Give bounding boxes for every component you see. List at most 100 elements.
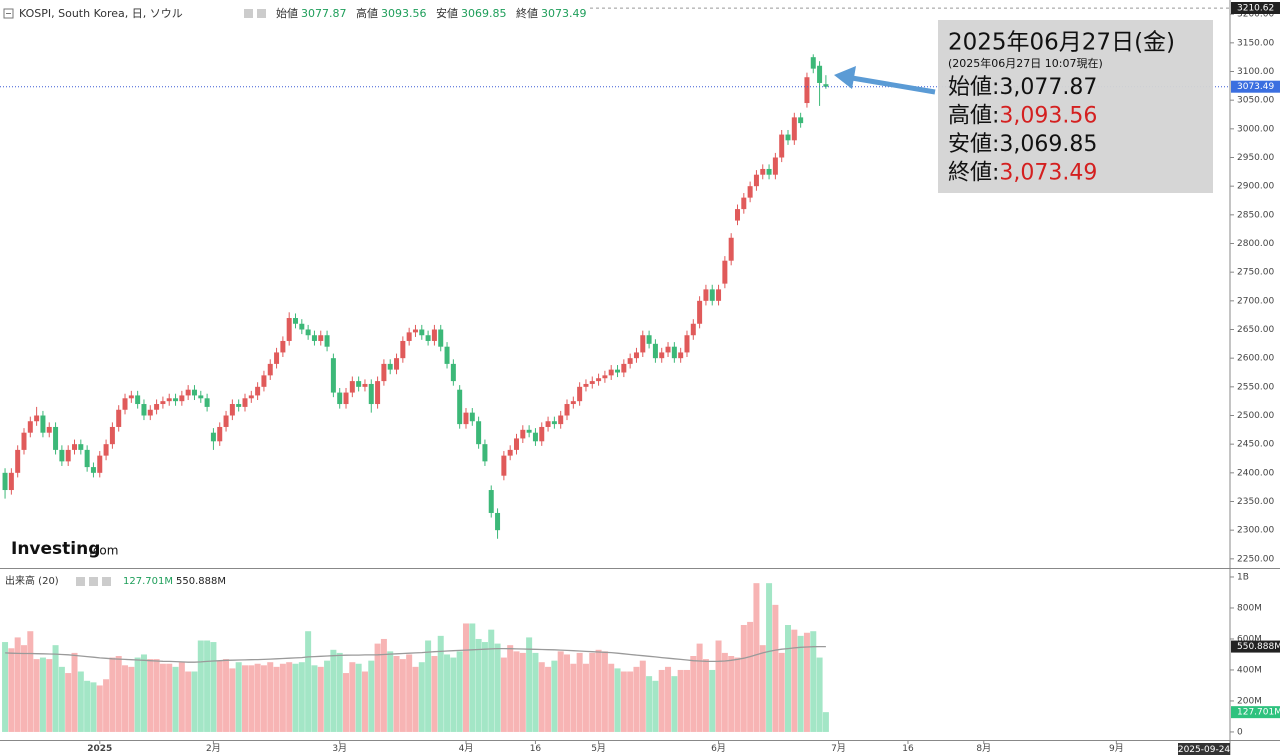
volume-bar [248, 665, 255, 732]
close-icon[interactable] [102, 577, 111, 586]
volume-bar [519, 652, 526, 732]
volume-bar [425, 640, 432, 732]
volume-bar [595, 649, 602, 732]
volume-bar [633, 666, 640, 732]
y-tick-label: 2900.00 [1237, 182, 1274, 192]
volume-bar [254, 663, 261, 732]
volume-bar [639, 660, 646, 732]
volume-bar [204, 640, 211, 732]
volume-bar [551, 660, 558, 732]
candle-body [703, 289, 709, 301]
ma-last-label: 550.888M [1237, 642, 1280, 652]
candle-body [520, 429, 526, 439]
candle-body [293, 318, 299, 324]
logo-suffix: .com [89, 544, 118, 558]
candle-body [558, 415, 564, 425]
volume-bar [759, 645, 766, 732]
volume-bar [507, 645, 514, 732]
y-tick-label: 3100.00 [1237, 67, 1274, 77]
candle-body [476, 421, 482, 445]
candle-body [766, 168, 772, 175]
x-tick-label: 3月 [332, 743, 347, 754]
x-tick-label: 5月 [591, 743, 606, 754]
volume-bar [481, 642, 488, 732]
volume-bar [77, 671, 84, 732]
volume-bar [96, 685, 103, 732]
volume-bar [766, 583, 773, 732]
volume-bar [816, 657, 823, 732]
y-tick-label: 2550.00 [1237, 382, 1274, 392]
volume-bar [677, 669, 684, 732]
settings-icon[interactable] [76, 577, 85, 586]
candle-body [362, 383, 368, 387]
volume-y-tick-label: 800M [1237, 603, 1262, 613]
candle-body [772, 157, 778, 175]
candle-body [495, 512, 501, 531]
tooltip-box [938, 20, 1213, 193]
hide-icon[interactable] [257, 9, 266, 18]
y-tick-label: 3000.00 [1237, 124, 1274, 134]
collapse-icon[interactable] [3, 8, 14, 19]
close-value: 3073.49 [541, 7, 587, 20]
volume-bar [500, 657, 507, 732]
volume-bar [134, 657, 141, 732]
volume-bar [702, 659, 709, 732]
volume-last-label: 127.701M [1237, 708, 1280, 718]
volume-bar [450, 657, 457, 732]
candle-body [551, 421, 557, 425]
candle-body [412, 329, 418, 333]
candle-body [280, 340, 286, 353]
candle-body [261, 375, 267, 387]
volume-bar [103, 679, 110, 732]
x-tick-label: 16 [902, 744, 914, 754]
volume-bar [223, 659, 230, 732]
high-value: 3093.56 [381, 7, 427, 20]
candle-body [488, 490, 494, 513]
candle-body [690, 323, 696, 336]
high-label: 高値 [356, 6, 378, 20]
volume-bar [20, 645, 27, 732]
volume-bar [368, 660, 375, 732]
candle-body [513, 438, 519, 450]
settings-icon[interactable] [244, 9, 253, 18]
candle-body [615, 369, 621, 373]
candle-body [46, 426, 52, 433]
candle-body [166, 398, 172, 402]
hide-icon[interactable] [89, 577, 98, 586]
candle-body [627, 358, 633, 364]
volume-bar [462, 623, 469, 732]
candle-body [349, 381, 355, 393]
volume-bar [8, 648, 15, 732]
y-tick-label: 2750.00 [1237, 268, 1274, 278]
volume-bar [210, 642, 217, 732]
y-tick-label: 2250.00 [1237, 554, 1274, 564]
candle-body [103, 444, 109, 456]
volume-bar [785, 625, 792, 732]
volume-bar [564, 654, 571, 732]
volume-bar [178, 662, 185, 732]
candle-body [375, 381, 381, 405]
candle-body [387, 363, 393, 370]
volume-bar [456, 651, 463, 732]
candle-body [507, 449, 513, 456]
x-tick-label: 2月 [206, 743, 221, 754]
y-tick-label: 2300.00 [1237, 526, 1274, 536]
candle-body [59, 449, 65, 462]
candle-body [652, 343, 658, 359]
candle-body [34, 415, 40, 422]
candle-body [116, 409, 122, 427]
candle-body [583, 383, 589, 387]
volume-bar [39, 657, 46, 732]
candle-body [368, 383, 374, 405]
candle-body [608, 369, 614, 376]
candle-body [343, 392, 349, 405]
volume-bar [582, 663, 589, 732]
candle-body [646, 335, 652, 344]
volume-bar [235, 662, 242, 732]
candle-body [526, 429, 532, 433]
volume-bar [437, 635, 444, 732]
volume-bar [305, 631, 312, 732]
volume-bar [216, 660, 223, 732]
